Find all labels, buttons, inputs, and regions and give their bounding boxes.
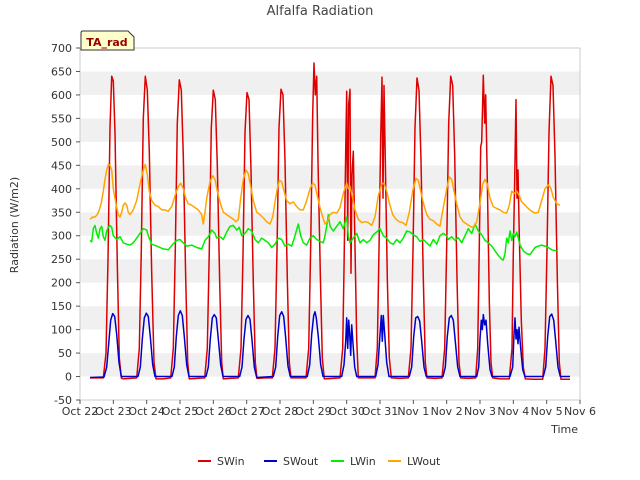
y-tick-label: -50 xyxy=(54,394,72,407)
legend-label-swout: SWout xyxy=(283,455,319,468)
x-tick-label: Oct 26 xyxy=(195,405,232,418)
y-tick-label: 200 xyxy=(51,277,72,290)
x-tick-label: Nov 6 xyxy=(564,405,596,418)
grid-band xyxy=(80,165,580,189)
legend-label-lwout: LWout xyxy=(407,455,441,468)
grid-band xyxy=(80,94,580,119)
y-tick-label: 550 xyxy=(51,112,72,125)
series-swin-line xyxy=(90,62,570,381)
x-tick-label: Nov 2 xyxy=(431,405,463,418)
y-tick-label: 250 xyxy=(51,253,72,266)
y-tick-label: 300 xyxy=(51,230,72,243)
x-tick-label: Oct 24 xyxy=(128,405,165,418)
grid-band xyxy=(80,188,580,213)
plot-frame xyxy=(79,47,581,401)
y-tick-label: 150 xyxy=(51,300,72,313)
y-tick-label: 600 xyxy=(51,89,72,102)
y-tick-label: 700 xyxy=(51,42,72,55)
y-axis: -50 0 50 100 150 200 250 300 350 400 450 500 550 600 6… xyxy=(51,42,80,407)
x-tick-label: Oct 25 xyxy=(162,405,199,418)
series-swout-line xyxy=(89,310,570,379)
y-tick-label: 400 xyxy=(51,183,72,196)
grid-band xyxy=(80,376,580,400)
grid-band xyxy=(80,259,580,283)
series-lwin-line xyxy=(89,213,557,261)
y-tick-label: 100 xyxy=(51,324,72,337)
chart-title: Alfalfa Radiation xyxy=(267,4,374,19)
grid-band xyxy=(80,48,580,72)
grid-band xyxy=(80,141,580,166)
y-tick-label: 50 xyxy=(58,347,72,360)
legend-label-swin: SWin xyxy=(217,455,245,468)
grid-band xyxy=(80,329,580,354)
grid-band xyxy=(80,118,580,142)
grid-band xyxy=(80,282,580,307)
badge-label: TA_rad xyxy=(86,36,127,49)
x-tick-label: Nov 5 xyxy=(531,405,563,418)
x-tick-label: Oct 30 xyxy=(328,405,365,418)
x-axis-title: Time xyxy=(550,423,578,436)
grid-band xyxy=(80,71,580,95)
y-tick-label: 0 xyxy=(65,371,72,384)
y-tick-label: 450 xyxy=(51,159,72,172)
x-tick-label: Oct 22 xyxy=(62,405,99,418)
ta-rad-badge: TA_rad xyxy=(80,30,135,51)
series-lwout-line xyxy=(89,163,561,229)
x-tick-label: Oct 23 xyxy=(95,405,132,418)
y-axis-title: Radiation (W/m2) xyxy=(8,177,21,273)
x-tick-label: Oct 27 xyxy=(228,405,265,418)
x-tick-label: Oct 29 xyxy=(295,405,332,418)
grid-band xyxy=(80,306,580,330)
y-tick-label: 350 xyxy=(51,206,72,219)
badge-box xyxy=(80,30,135,51)
legend-label-lwin: LWin xyxy=(350,455,376,468)
x-tick-label: Oct 28 xyxy=(262,405,299,418)
series-lines xyxy=(89,62,570,381)
y-tick-label: 500 xyxy=(51,136,72,149)
x-tick-label: Oct 31 xyxy=(362,405,399,418)
x-tick-label: Nov 1 xyxy=(397,405,429,418)
legend: SWin SWout LWin LWout xyxy=(198,455,441,468)
x-tick-label: Nov 3 xyxy=(464,405,496,418)
y-tick-label: 650 xyxy=(51,65,72,78)
x-tick-label: Nov 4 xyxy=(497,405,529,418)
